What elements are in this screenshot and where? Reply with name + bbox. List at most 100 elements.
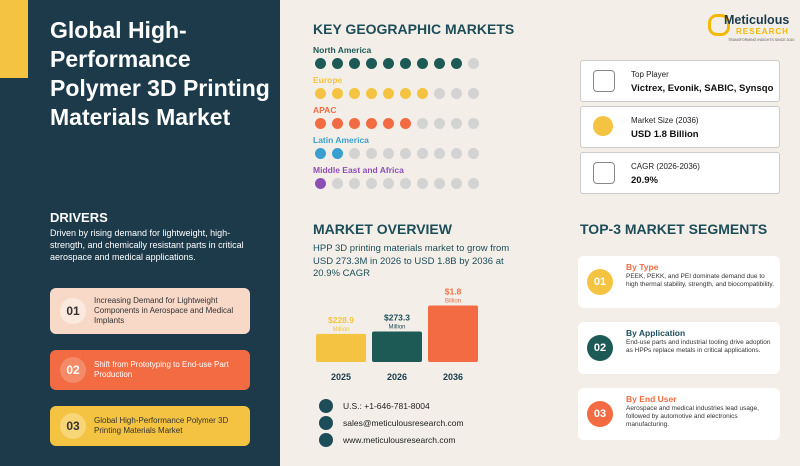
- contact: www.meticulousresearch.com: [343, 435, 456, 445]
- dot: [366, 58, 377, 69]
- segment-number: 01: [587, 269, 613, 295]
- dot: [315, 58, 326, 69]
- fact-value: Victrex, Evonik, SABIC, Synsqo: [631, 83, 774, 94]
- drivers-text: Driven by rising demand for lightweight,…: [50, 228, 244, 262]
- bar: [428, 305, 478, 362]
- segment-text: End-use parts and industrial tooling dri…: [626, 339, 771, 354]
- dot: [366, 118, 377, 129]
- dot: [332, 178, 343, 189]
- fact-label: CAGR (2026-2036): [631, 162, 700, 171]
- unit-label: Million: [332, 327, 349, 333]
- dot: [434, 118, 445, 129]
- x-tick-label: 2036: [443, 372, 463, 382]
- driver-number: 02: [60, 357, 86, 383]
- overview-heading: MARKET OVERVIEW: [313, 221, 452, 237]
- dot: [366, 88, 377, 99]
- logo-tagline: TRANSFORMING INSIGHTS SINCE 2010: [728, 38, 795, 42]
- dot: [451, 88, 462, 99]
- driver-card: 01 Increasing Demand for Lightweight Com…: [50, 288, 250, 334]
- dot: [417, 58, 428, 69]
- segments-heading: TOP-3 MARKET SEGMENTS: [580, 221, 768, 237]
- region-label: APAC: [313, 105, 337, 115]
- logo: Meticulous RESEARCH TRANSFORMING INSIGHT…: [706, 12, 795, 46]
- driver-number: 03: [60, 413, 86, 439]
- dot: [366, 178, 377, 189]
- dot: [332, 118, 343, 129]
- logo-name: Meticulous: [724, 13, 790, 27]
- dot: [468, 88, 479, 99]
- dot: [332, 88, 343, 99]
- x-tick-label: 2026: [387, 372, 407, 382]
- web-icon: [319, 433, 333, 447]
- contact: U.S.: +1-646-781-8004: [343, 401, 430, 411]
- segment-card: 03 By End User Aerospace and medical indu…: [578, 388, 780, 440]
- drivers-heading: DRIVERS: [50, 210, 108, 225]
- dot: [400, 148, 411, 159]
- dot: [400, 118, 411, 129]
- dot: [332, 148, 343, 159]
- logo-icon: [708, 14, 730, 36]
- segment-title: By Type: [626, 262, 659, 272]
- dot: [468, 178, 479, 189]
- fact-label: Market Size (2036): [631, 116, 699, 125]
- dot: [468, 148, 479, 159]
- dot: [383, 178, 394, 189]
- dot: [434, 178, 445, 189]
- dot: [349, 88, 360, 99]
- region-label: Latin America: [313, 135, 369, 145]
- icon: [593, 162, 615, 184]
- dot: [451, 58, 462, 69]
- segment-card: 01 By Type PEEK, PEKK, and PEI dominate d…: [578, 256, 780, 308]
- accent-stripe: [0, 0, 28, 78]
- dot: [451, 178, 462, 189]
- value-label: $273.3: [384, 312, 410, 322]
- dot: [383, 88, 394, 99]
- dot: [434, 148, 445, 159]
- dot: [383, 58, 394, 69]
- bar: [372, 331, 422, 362]
- bar-chart: $228.9 Million 2025 $273.3 Million 2026 $1.8 Bi…: [316, 286, 478, 382]
- unit-label: Billion: [445, 298, 461, 304]
- fact-card: CAGR (2026-2036) 20.9%: [580, 152, 780, 194]
- driver-text: Shift from Prototyping to End-use Part P…: [94, 360, 229, 379]
- dot: [400, 178, 411, 189]
- dot: [417, 178, 428, 189]
- dot: [451, 118, 462, 129]
- dot: [434, 58, 445, 69]
- fact-label: Top Player: [631, 70, 669, 79]
- icon: [593, 70, 615, 92]
- dot: [400, 88, 411, 99]
- dot: [434, 88, 445, 99]
- logo-sub: RESEARCH: [736, 27, 789, 36]
- dot: [349, 118, 360, 129]
- segment-text: Aerospace and medical industries lead us…: [626, 405, 759, 428]
- dot: [383, 148, 394, 159]
- fact-value: USD 1.8 Billion: [631, 129, 699, 140]
- driver-text: Global High-Performance Polymer 3D Print…: [94, 416, 229, 435]
- driver-text: Increasing Demand for Lightweight Compon…: [94, 296, 234, 325]
- dot: [332, 58, 343, 69]
- dot: [417, 148, 428, 159]
- overview-text: HPP 3D printing materials market to grow…: [313, 243, 510, 279]
- fact-card: Top Player Victrex, Evonik, SABIC, Synsqo: [580, 60, 780, 102]
- driver-number: 01: [60, 298, 86, 324]
- driver-card: 02 Shift from Prototyping to End-use Par…: [50, 350, 250, 390]
- segment-card: 02 By Application End-use parts and indus…: [578, 322, 780, 374]
- value-label: $1.8: [445, 286, 462, 296]
- dot: [451, 148, 462, 159]
- title: Global High-Performance Polymer 3D Print…: [50, 17, 270, 130]
- bar: [316, 333, 366, 362]
- dot: [400, 58, 411, 69]
- region-label: Middle East and Africa: [313, 165, 404, 175]
- unit-label: Million: [388, 324, 405, 330]
- segment-text: PEEK, PEKK, and PEI dominate demand due …: [626, 273, 774, 288]
- dot: [468, 118, 479, 129]
- contact: sales@meticulousresearch.com: [343, 418, 464, 428]
- fact-value: 20.9%: [631, 175, 658, 186]
- dot: [417, 88, 428, 99]
- dot: [468, 58, 479, 69]
- dot: [315, 148, 326, 159]
- icon: [593, 116, 613, 136]
- dot: [417, 118, 428, 129]
